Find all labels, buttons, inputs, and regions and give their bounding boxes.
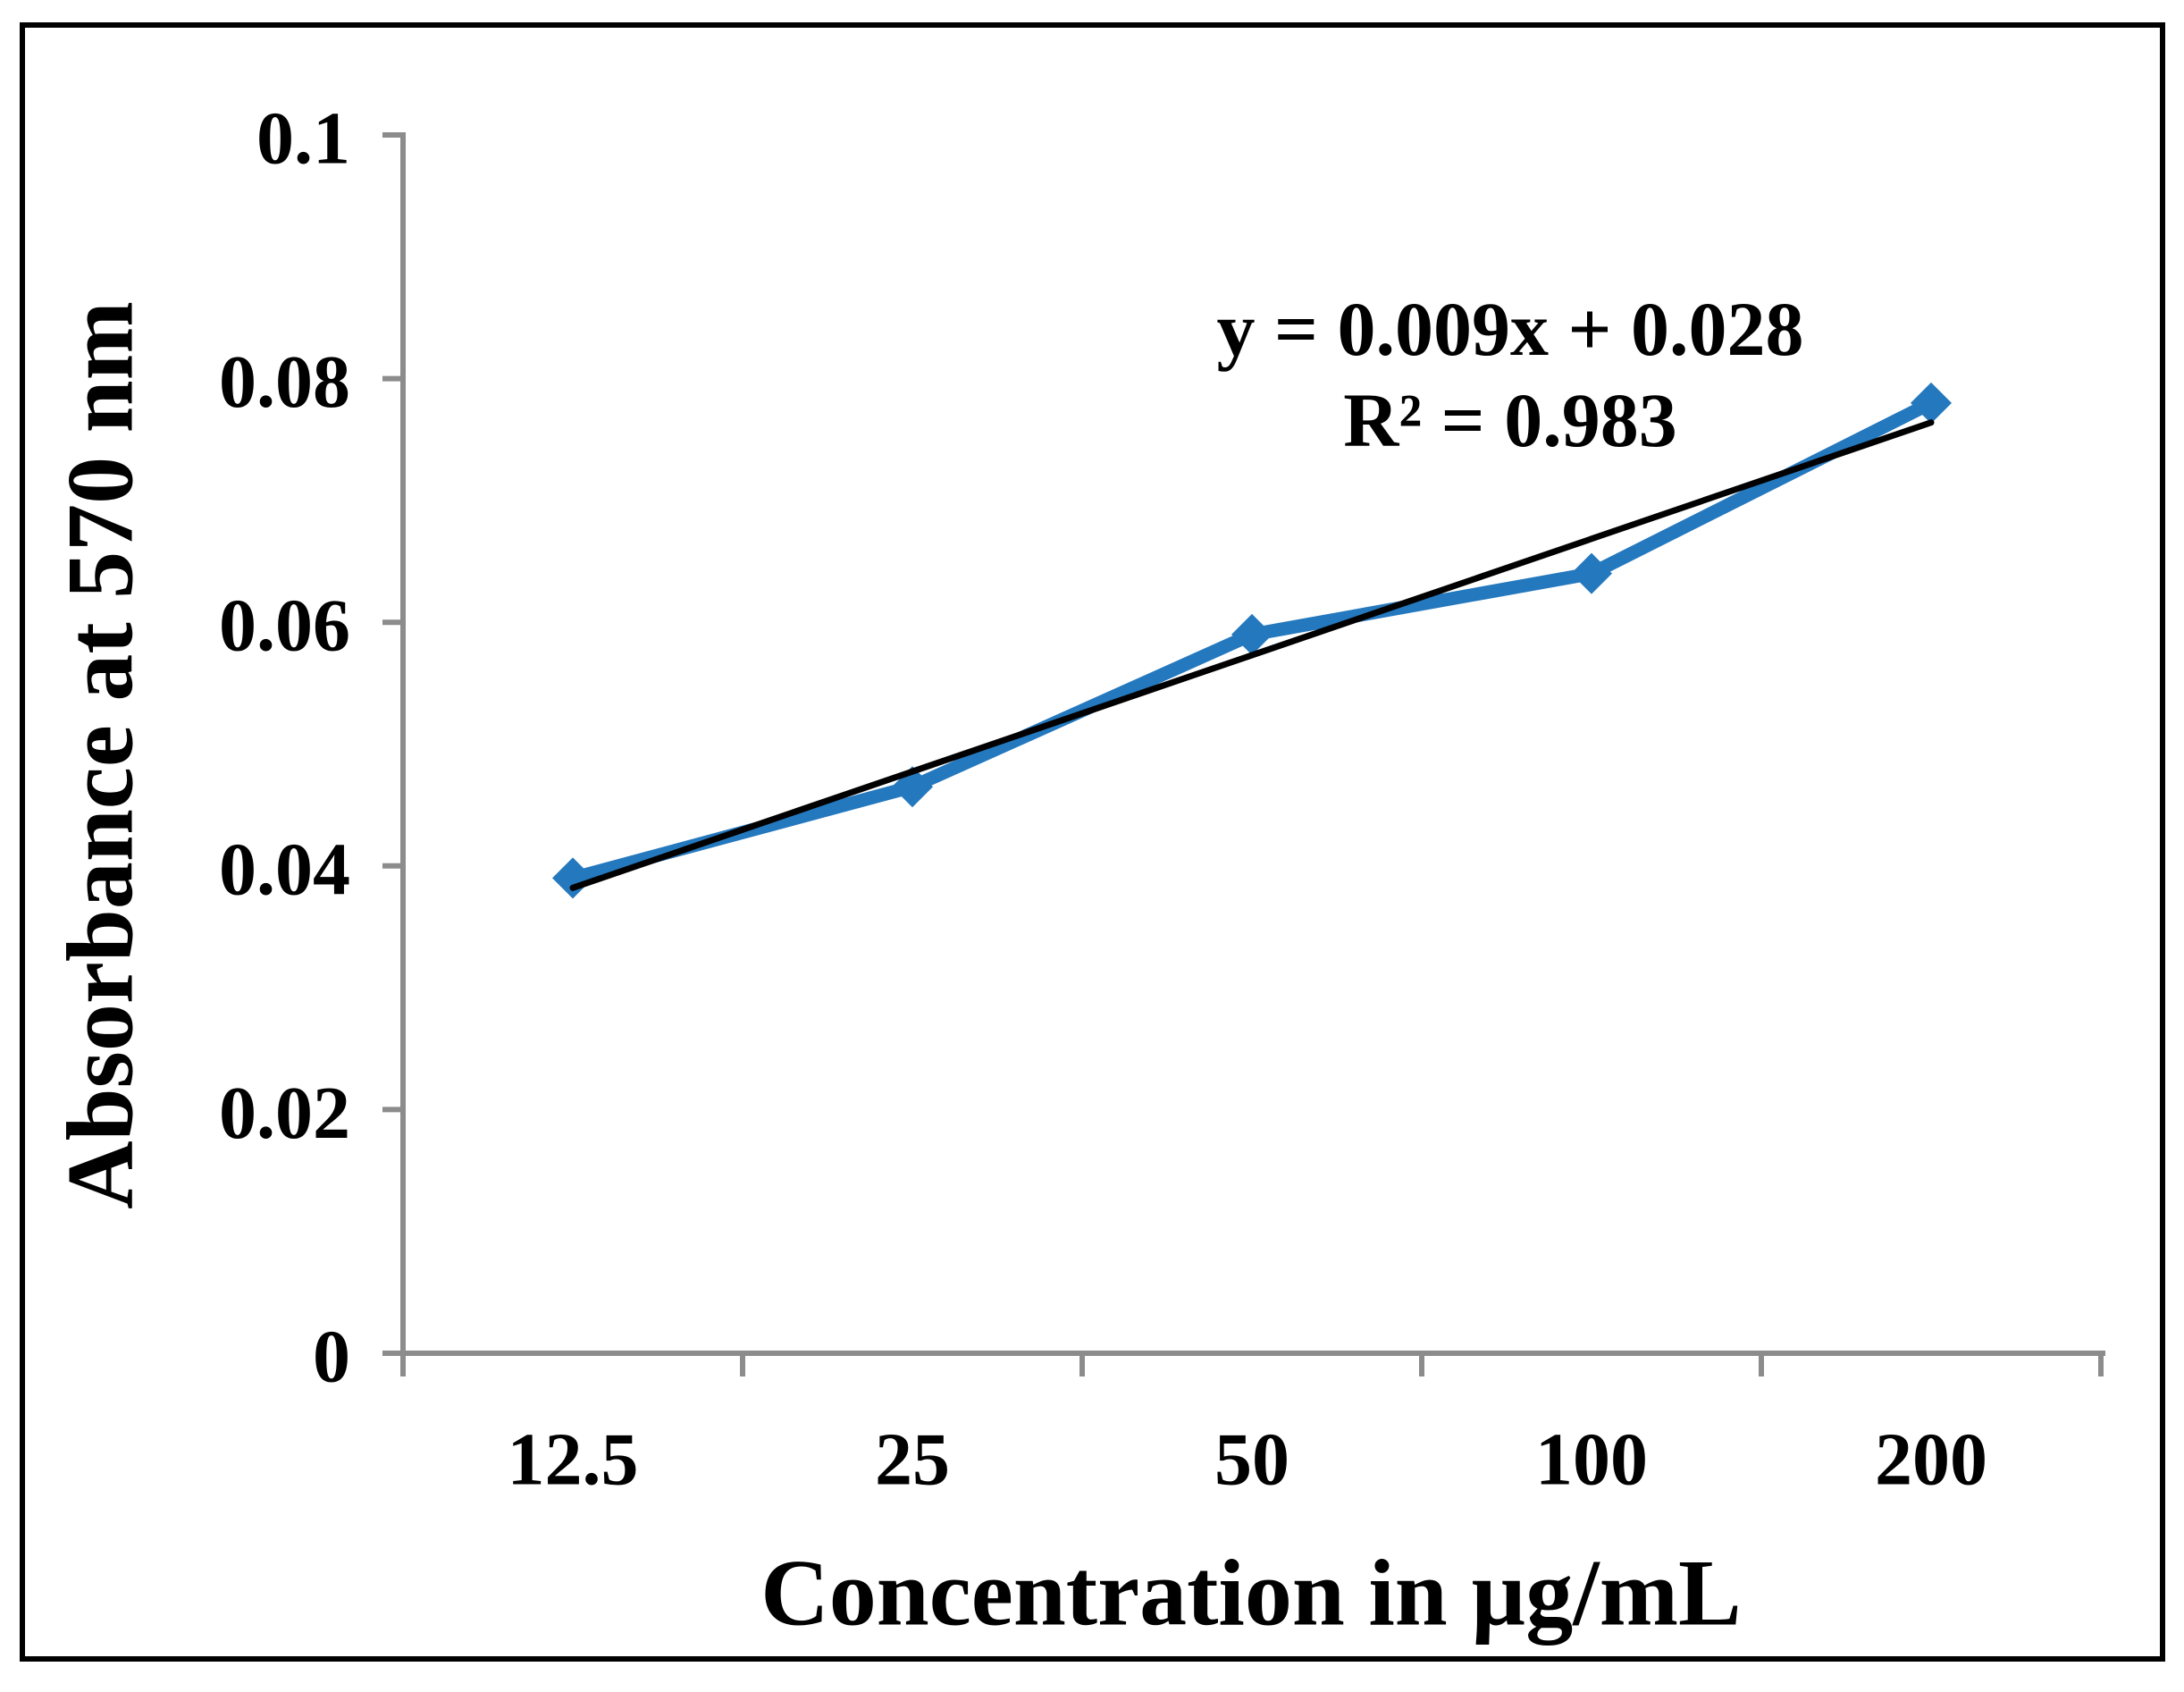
data-point-marker <box>1911 382 1952 424</box>
x-tick-label: 50 <box>1214 1418 1289 1502</box>
y-tick-label: 0.08 <box>219 341 350 424</box>
data-point-marker <box>1571 552 1612 594</box>
data-point-marker <box>552 857 593 899</box>
plot-area: 0 0.02 0.04 0.06 0.08 0.1 12.5 25 50 100 200 <box>219 97 2105 1502</box>
trendline <box>569 419 1935 891</box>
x-tick-label: 12.5 <box>508 1418 639 1502</box>
x-tick-label: 200 <box>1875 1418 1987 1502</box>
y-tick-label: 0.1 <box>256 97 350 181</box>
data-point-marker <box>1231 613 1273 655</box>
y-tick-label: 0.06 <box>219 585 350 668</box>
r-squared-label: R² = 0.983 <box>1343 377 1676 463</box>
trendline-equation-label: y = 0.009x + 0.028 <box>1216 286 1803 372</box>
x-tick-label: 25 <box>875 1418 950 1502</box>
figure-border <box>20 22 2165 1662</box>
y-axis-title: Absorbance at 570 nm <box>48 301 153 1209</box>
x-tick-label: 100 <box>1535 1418 1648 1502</box>
y-tick-label: 0.04 <box>219 828 350 911</box>
x-axis-title: Concentration in µg/mL <box>760 1541 1742 1646</box>
y-tick-label: 0.02 <box>219 1072 350 1155</box>
y-tick-label: 0 <box>313 1316 350 1399</box>
